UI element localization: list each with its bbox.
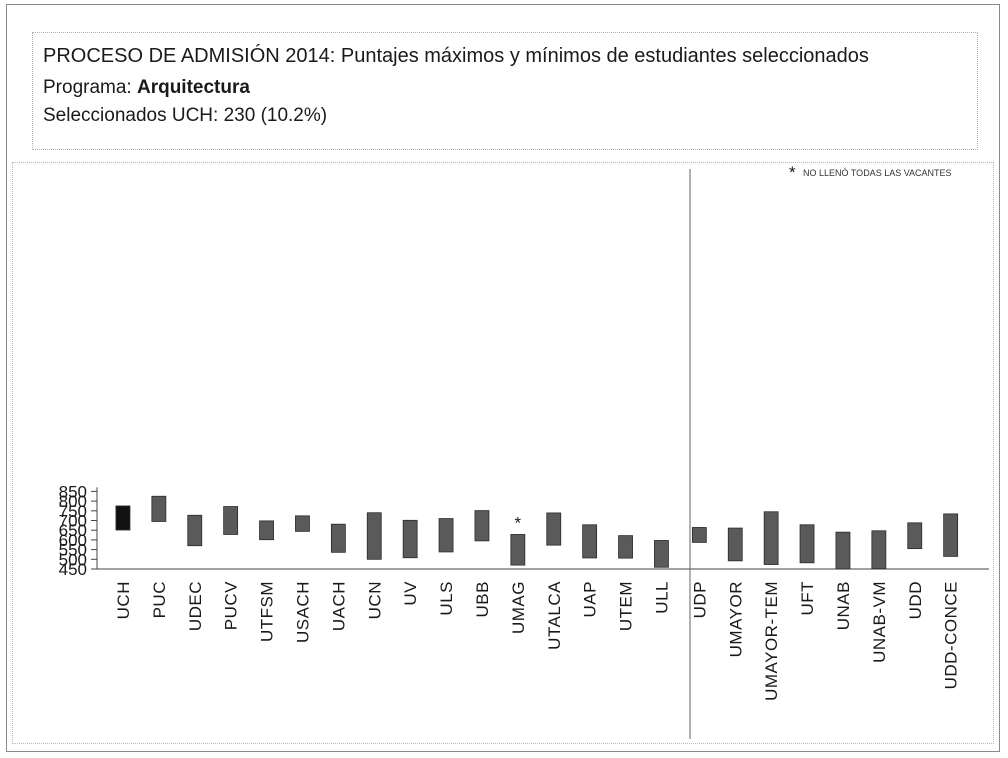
x-category-label: UBB [473,581,492,617]
y-tick-label: 750 [59,502,87,521]
program-value: Arquitectura [136,77,250,98]
range-bar-unab [835,531,851,570]
chart-header: PROCESO DE ADMISIÓN 2014: Puntajes máxim… [32,32,978,150]
y-tick-label: 500 [59,550,87,569]
x-category-label: UTALCA [545,581,564,650]
x-category-label: UDD-CONCE [942,581,961,689]
x-category-label: UACH [329,581,348,631]
range-bar-utalca [546,512,562,546]
chart-title: PROCESO DE ADMISIÓN 2014: Puntajes máxim… [43,45,869,67]
y-tick-label: 850 [59,482,87,501]
y-tick-label: 800 [59,492,87,511]
x-category-label: UV [401,581,420,606]
y-tick-label: 650 [59,521,87,540]
range-bar-uls [438,518,454,553]
y-tick-label: 450 [59,560,87,579]
x-category-label: PUCV [222,581,241,630]
y-tick-label: 600 [59,531,87,550]
annotation-asterisk: * [515,513,522,532]
range-bar-uch [115,505,131,531]
range-bar-umayor [727,527,743,562]
x-category-label: UCH [114,581,133,619]
range-bar-umag [510,534,526,566]
x-category-label: UTEM [617,581,636,631]
program-line: Programa: Arquitectura [43,77,250,99]
selected-count-line: Seleccionados UCH: 230 (10.2%) [43,105,328,126]
x-category-label: UMAYOR-TEM [762,581,781,701]
note-text: NO LLENÓ TODAS LAS VACANTES [803,168,952,178]
x-category-label: UDEC [186,581,205,631]
x-category-label: UTFSM [258,581,277,642]
range-bar-unab-vm [871,530,887,570]
note-symbol: * [789,163,796,182]
range-bar-pucv [223,506,239,535]
figure-frame [6,4,1000,752]
range-bar-uach [330,523,346,553]
range-bar-uv [402,519,418,559]
x-category-label: UNAB-VM [870,581,889,663]
chart-area: 450 500 550 600 650 700 750 800 850 UCH PUC UDEC PUC… [12,162,994,744]
x-category-label: UAP [581,581,600,617]
range-bar-usach [295,515,310,532]
range-bar-udd-conce [943,513,959,557]
range-bar-uft [799,524,815,564]
x-category-label: ULS [437,581,456,616]
range-bar-udp [691,527,707,543]
range-bar-umayor-tem [763,511,779,565]
y-tick-label: 700 [59,512,87,531]
x-category-label: UDP [690,581,709,618]
x-category-label: UDD [906,581,925,619]
x-category-label: ULL [652,581,671,614]
x-category-label: UFT [798,581,817,616]
x-category-label: USACH [293,581,312,643]
x-category-label: UMAG [509,581,528,634]
range-bar-udec [187,514,203,547]
x-category-label: PUC [150,581,169,618]
x-category-label: UCN [365,581,384,619]
y-tick-label: 550 [59,541,87,560]
range-bar-ucn [366,512,382,560]
range-bar-ull [654,540,669,568]
x-category-label: UMAYOR [726,581,745,657]
range-bar-utem [618,535,633,559]
range-bar-udd [907,522,923,550]
range-bar-uap [582,524,598,559]
range-bar-puc [151,495,167,522]
range-bar-utfsm [259,520,274,541]
x-category-label: UNAB [834,581,853,630]
program-label: Programa: [43,77,137,98]
range-bar-ubb [474,510,490,542]
